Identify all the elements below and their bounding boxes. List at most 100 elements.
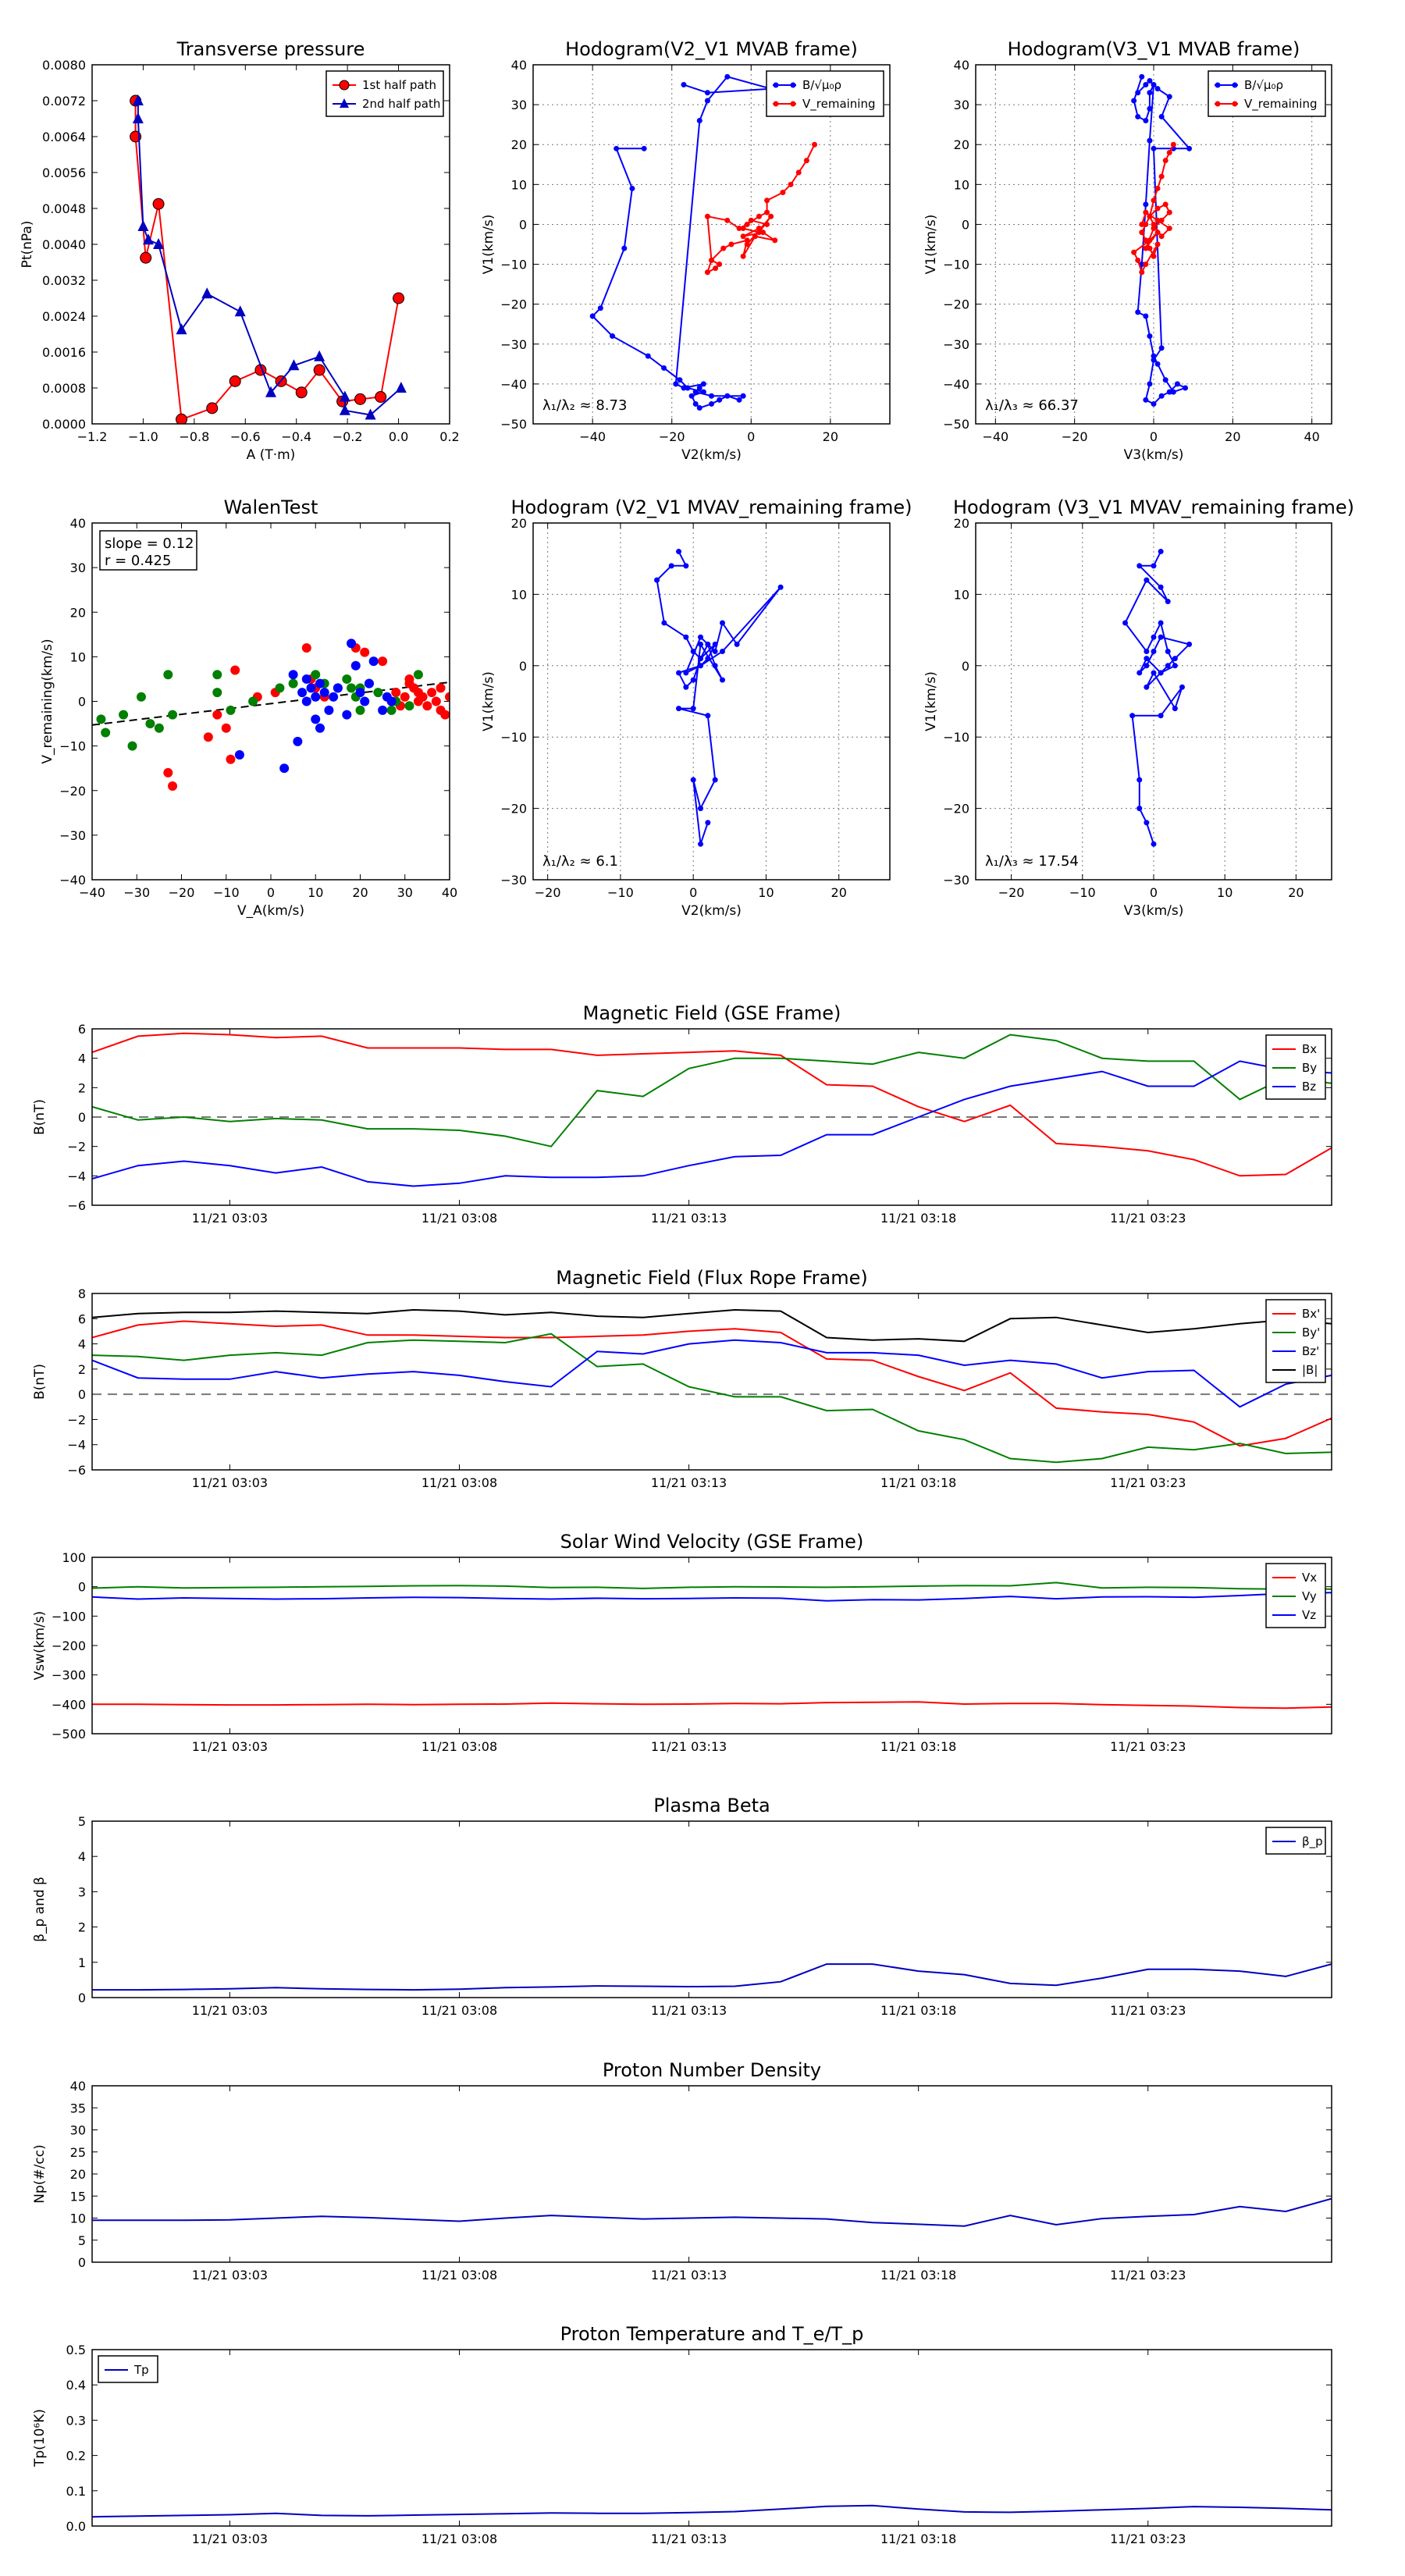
y-tick-label: 3	[78, 1884, 86, 1899]
data-point	[712, 649, 718, 655]
y-tick-label: 10	[511, 587, 527, 602]
data-point	[1131, 249, 1137, 255]
scatter-point	[355, 705, 365, 715]
data-point	[1144, 684, 1150, 690]
scatter-point	[378, 705, 388, 715]
legend-label: Vz	[1302, 1608, 1316, 1622]
x-tick-label: 11/21 03:13	[651, 2268, 727, 2282]
scatter-point	[364, 678, 374, 688]
x-tick-label: −20	[1062, 429, 1088, 444]
chart-mf_gse: Magnetic Field (GSE Frame) 11/21 03:03 11/…	[32, 1002, 1332, 1226]
legend: B/√μ₀ρ V_remaining	[766, 70, 884, 117]
y-tick-label: 0.0000	[42, 417, 86, 432]
series-line	[92, 1060, 1332, 1187]
legend-label: Bx'	[1302, 1307, 1320, 1321]
data-point	[740, 226, 746, 232]
data-point	[1154, 185, 1161, 191]
legend-label: Bz	[1302, 1080, 1316, 1094]
x-tick-label: 11/21 03:08	[422, 2532, 497, 2546]
x-tick-label: −10	[607, 885, 634, 900]
data-point	[1147, 90, 1153, 96]
y-tick-label: 0.0072	[42, 94, 86, 109]
data-point	[1158, 620, 1164, 626]
legend-marker	[1232, 101, 1238, 107]
legend-marker	[340, 98, 349, 108]
y-tick-label: 20	[70, 605, 86, 620]
chart-mf_fr: Magnetic Field (Flux Rope Frame) 11/21 03…	[32, 1267, 1332, 1490]
scatter-point	[311, 714, 321, 724]
data-point	[698, 841, 704, 847]
x-tick-label: 11/21 03:13	[651, 1739, 727, 1754]
scatter-point	[360, 647, 370, 657]
x-tick-label: 11/21 03:23	[1110, 1211, 1186, 1226]
data-point	[744, 237, 750, 244]
scatter-point	[418, 692, 428, 702]
data-point	[1162, 377, 1168, 383]
data-point	[1151, 649, 1157, 655]
data-point	[1179, 684, 1185, 690]
data-point	[705, 641, 711, 647]
data-point	[1143, 237, 1149, 244]
plot-area	[654, 549, 784, 847]
y-tick-label: 0	[78, 1991, 86, 2005]
y-tick-label: 2	[78, 1920, 86, 1935]
x-tick-label: 11/21 03:03	[192, 1475, 268, 1490]
chart-title: Solar Wind Velocity (GSE Frame)	[560, 1531, 864, 1553]
data-point	[1143, 209, 1149, 215]
legend-marker	[1215, 82, 1221, 88]
x-tick-label: 11/21 03:08	[422, 1475, 497, 1490]
scatter-point	[315, 723, 325, 733]
data-point	[1166, 94, 1172, 100]
x-axis-label: V2(km/s)	[681, 903, 742, 919]
scatter-point	[127, 741, 137, 751]
data-point	[712, 663, 718, 669]
data-point	[1154, 229, 1161, 236]
annotation: λ₁/λ₂ ≈ 6.1	[542, 853, 618, 870]
y-tick-label: −30	[943, 873, 969, 888]
scatter-point	[163, 767, 173, 777]
scatter-point	[234, 750, 244, 760]
plot-area	[92, 2197, 1332, 2227]
x-tick-label: 30	[397, 885, 413, 900]
series-line	[92, 1582, 1332, 1590]
x-tick-label: −10	[213, 885, 240, 900]
y-tick-label: −10	[500, 730, 527, 745]
series-line	[92, 1592, 1332, 1602]
scatter-point	[436, 683, 446, 693]
scatter-point	[230, 665, 240, 675]
y-tick-label: −50	[500, 417, 527, 432]
legend-label: V_remaining	[1244, 97, 1318, 112]
y-tick-label: −30	[943, 337, 969, 352]
data-point	[288, 359, 300, 371]
scatter-point	[350, 660, 361, 671]
series-line	[137, 101, 402, 416]
data-point	[688, 393, 695, 399]
x-tick-label: −20	[535, 885, 561, 900]
data-point	[1158, 549, 1164, 555]
data-point	[661, 365, 667, 371]
scatter-point	[248, 696, 258, 706]
data-point	[692, 400, 699, 407]
series-line	[1133, 76, 1191, 405]
x-tick-label: −40	[579, 429, 606, 444]
data-point	[709, 393, 714, 399]
data-point	[314, 350, 325, 361]
data-point	[1151, 253, 1157, 259]
y-tick-label: 25	[70, 2145, 86, 2160]
series-line	[92, 2197, 1332, 2227]
x-tick-label: −40	[982, 429, 1008, 444]
data-point	[705, 656, 711, 662]
y-tick-label: 20	[954, 516, 969, 531]
data-point	[690, 649, 696, 655]
scatter-point	[368, 656, 379, 667]
chart-tp_temp: Proton Temperature and T_e/T_p 11/21 03:0…	[32, 2323, 1332, 2546]
scatter-point	[301, 674, 311, 684]
y-tick-label: −20	[59, 784, 86, 799]
y-tick-label: 0.4	[66, 2378, 86, 2393]
data-point	[683, 563, 689, 569]
y-tick-label: 0.0008	[42, 381, 86, 396]
scatter-point	[288, 678, 298, 688]
scatter-point	[319, 688, 329, 698]
y-tick-label: −200	[52, 1638, 86, 1653]
scatter-point	[400, 692, 410, 702]
